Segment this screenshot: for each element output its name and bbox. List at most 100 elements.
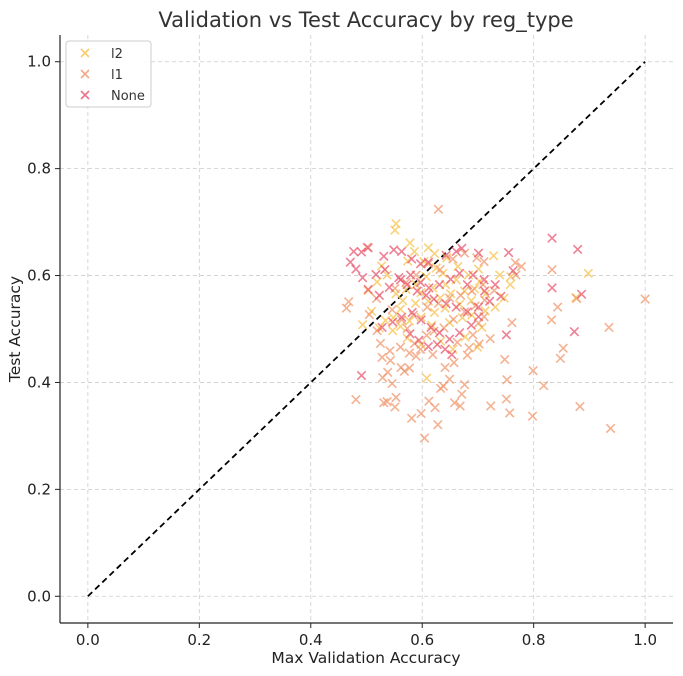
- chart-title: Validation vs Test Accuracy by reg_type: [158, 8, 573, 33]
- data-point: [474, 339, 484, 349]
- data-point: [407, 307, 417, 318]
- data-point: [409, 246, 420, 257]
- data-point: [377, 372, 388, 383]
- data-point: [453, 261, 463, 272]
- data-point: [387, 304, 397, 315]
- data-point: [490, 279, 500, 290]
- legend-marker: [80, 69, 90, 79]
- data-point: [406, 254, 417, 264]
- data-point: [448, 314, 459, 325]
- legend: l2 l1 None: [65, 40, 152, 108]
- grid: [60, 35, 673, 623]
- data-point: [341, 303, 352, 313]
- data-point: [364, 309, 375, 320]
- data-point: [390, 402, 400, 412]
- data-point: [511, 270, 521, 280]
- data-point: [380, 315, 391, 326]
- data-point: [462, 350, 473, 360]
- data-point: [429, 307, 440, 318]
- data-point: [428, 283, 438, 293]
- data-point: [351, 394, 361, 405]
- data-point: [555, 353, 566, 364]
- data-point: [528, 365, 538, 376]
- data-point: [404, 363, 415, 373]
- data-point: [408, 310, 419, 320]
- data-point: [379, 398, 389, 408]
- data-point: [440, 362, 450, 373]
- data-point: [572, 244, 583, 255]
- data-point: [467, 286, 477, 296]
- legend-marker: [80, 48, 90, 58]
- data-point: [459, 307, 470, 317]
- data-point: [460, 332, 470, 342]
- data-point: [454, 327, 465, 338]
- data-point: [488, 251, 499, 261]
- data-point: [538, 380, 549, 391]
- data-point: [576, 289, 587, 300]
- data-point: [451, 302, 461, 312]
- data-point: [389, 245, 399, 255]
- axes: 0.0 0.2 0.4 0.6 0.8 1.0 0.0 0.2 0.4 0.6 0.8 1.0: [27, 35, 673, 649]
- data-point: [395, 304, 406, 314]
- data-point: [459, 248, 470, 258]
- data-point: [466, 320, 477, 331]
- data-point: [432, 339, 443, 350]
- data-point: [604, 322, 614, 333]
- data-point: [552, 302, 563, 312]
- data-point: [421, 290, 431, 301]
- data-point: [390, 225, 400, 235]
- data-point: [343, 296, 354, 307]
- data-point: [424, 396, 434, 406]
- data-point: [434, 279, 445, 290]
- data-point: [547, 264, 557, 275]
- x-tick-label: 0.0: [76, 631, 100, 649]
- data-point: [440, 344, 450, 355]
- data-point: [356, 247, 367, 257]
- data-point: [426, 320, 437, 331]
- data-point: [387, 325, 398, 336]
- x-tick-label: 1.0: [633, 631, 657, 649]
- data-point: [421, 373, 432, 383]
- data-point: [547, 283, 557, 293]
- data-point: [374, 290, 385, 301]
- data-point: [462, 307, 473, 317]
- data-point: [377, 322, 387, 333]
- data-point: [433, 204, 444, 215]
- data-point: [348, 246, 359, 257]
- data-point: [479, 256, 489, 267]
- legend-marker: [80, 90, 90, 100]
- y-tick-label: 0.6: [27, 267, 51, 285]
- x-tick-label: 0.4: [299, 631, 323, 649]
- data-point: [473, 302, 484, 312]
- data-point: [397, 295, 408, 306]
- data-point: [451, 246, 461, 257]
- data-point: [377, 352, 387, 363]
- data-point: [375, 338, 386, 349]
- data-point: [435, 383, 446, 394]
- data-point: [382, 396, 392, 407]
- data-point: [422, 302, 433, 312]
- data-point: [416, 408, 426, 419]
- data-point: [575, 401, 585, 412]
- data-point: [452, 337, 463, 348]
- data-point: [485, 333, 495, 344]
- data-point: [424, 283, 434, 293]
- data-point: [457, 243, 467, 254]
- data-point: [583, 268, 594, 279]
- data-point: [356, 370, 367, 381]
- data-point: [455, 401, 465, 411]
- data-point: [380, 264, 390, 275]
- data-point: [605, 423, 616, 434]
- y-tick-label: 0.4: [27, 373, 51, 391]
- data-point: [468, 270, 478, 280]
- data-point: [546, 315, 557, 325]
- data-point: [363, 242, 373, 253]
- data-point: [454, 268, 465, 279]
- data-point: [414, 335, 424, 345]
- data-point: [391, 392, 401, 403]
- reference-line-layer: [87, 61, 646, 597]
- data-point: [446, 349, 457, 360]
- data-point: [405, 270, 416, 280]
- data-point: [404, 316, 415, 326]
